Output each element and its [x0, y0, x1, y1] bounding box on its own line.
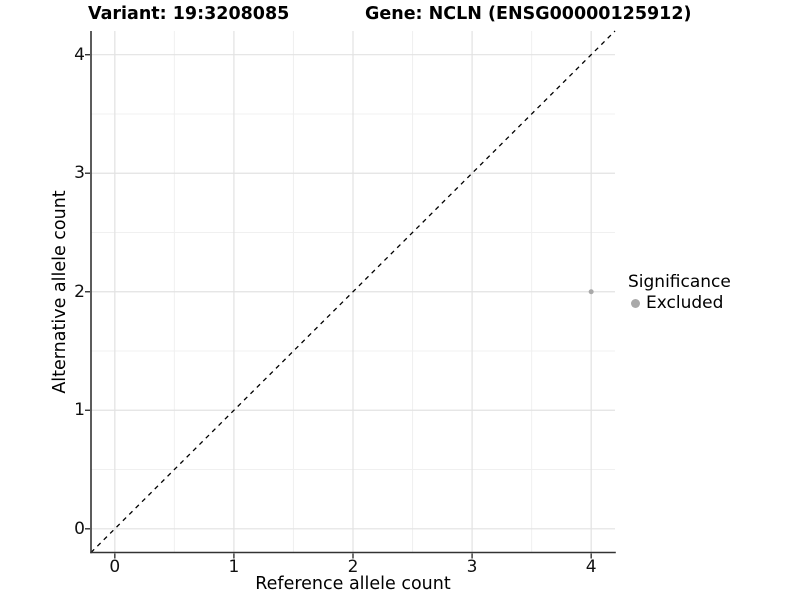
- data-points: [588, 289, 594, 295]
- reference-line: [90, 30, 616, 553]
- legend-item-excluded: Excluded: [628, 293, 731, 313]
- x-axis-title: Reference allele count: [255, 574, 451, 594]
- legend-item-label: Excluded: [646, 293, 724, 313]
- identity-reference-line: [90, 30, 616, 553]
- legend-title: Significance: [628, 272, 731, 292]
- legend-marker-circle-icon: [631, 298, 640, 308]
- plot-title-variant: Variant: 19:3208085: [88, 4, 290, 24]
- tick-marks: [85, 54, 592, 559]
- legend: Significance Excluded: [628, 272, 731, 313]
- y-axis-title: Alternative allele count: [50, 190, 70, 394]
- data-point: [588, 289, 594, 295]
- axis-lines: [90, 31, 616, 554]
- plot-title-gene: Gene: NCLN (ENSG00000125912): [365, 4, 692, 24]
